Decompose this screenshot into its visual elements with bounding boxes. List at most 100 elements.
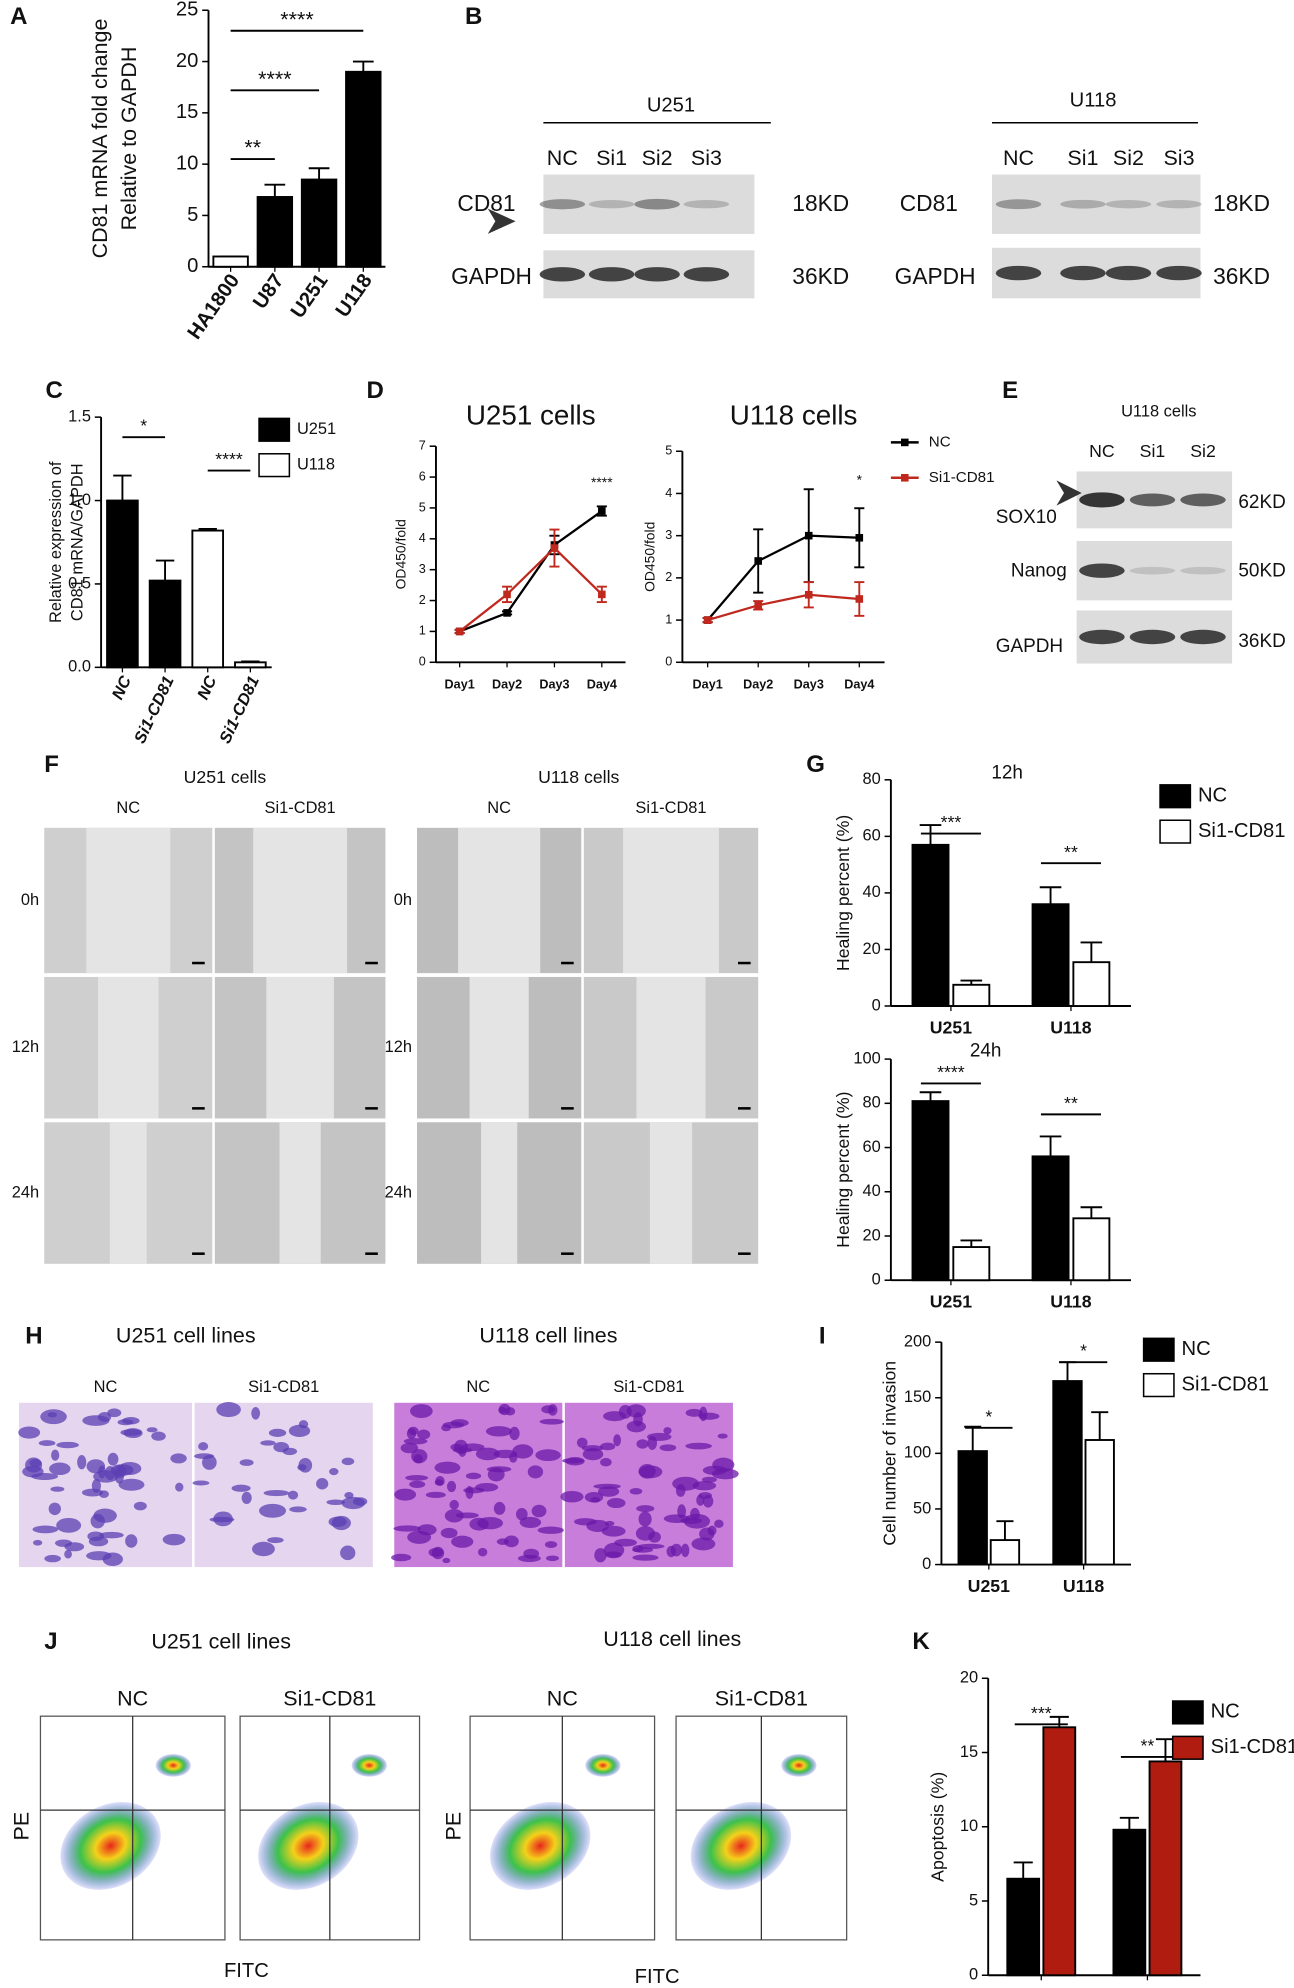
stained-cell	[601, 1525, 626, 1537]
stained-cell	[509, 1426, 520, 1441]
stained-cell	[56, 1517, 82, 1533]
stained-cell	[403, 1438, 428, 1445]
stained-cell	[252, 1541, 275, 1557]
stained-cell	[434, 1461, 461, 1474]
legend-swatch	[1159, 784, 1192, 809]
column-label: Si1-CD81	[265, 799, 336, 817]
stained-cell	[170, 1453, 187, 1464]
stained-cell	[38, 1440, 56, 1447]
stained-cell	[410, 1404, 433, 1418]
significance-label: *	[1080, 1341, 1087, 1361]
legend-swatch	[1171, 1700, 1204, 1725]
stained-cell	[545, 1555, 559, 1562]
y-tick-label: 200	[904, 1332, 931, 1350]
bar	[1031, 903, 1070, 1007]
blot-band	[995, 265, 1042, 281]
stained-cell	[648, 1531, 661, 1543]
stained-cell	[50, 1486, 65, 1492]
legend-label: Si1-CD81	[929, 469, 995, 486]
x-tick-label: U251	[1020, 1987, 1062, 1988]
wound-gap	[649, 1122, 693, 1264]
micrograph	[194, 1402, 373, 1568]
chart-title: 24h	[970, 1040, 1002, 1061]
lane-label: Si1	[1067, 146, 1098, 170]
y-tick-label: 1.0	[68, 491, 91, 509]
lane-label: NC	[547, 146, 578, 170]
stained-cell	[647, 1436, 658, 1450]
data-point	[703, 616, 712, 624]
significance-label: *	[985, 1406, 992, 1426]
y-axis-label: Cell number of invasion	[880, 1361, 900, 1546]
stained-cell	[638, 1463, 656, 1479]
flow-cloud	[155, 1754, 191, 1777]
data-point	[598, 590, 606, 599]
stained-cell	[88, 1536, 109, 1547]
stained-cell	[681, 1543, 690, 1558]
wound-gap	[636, 976, 706, 1119]
bar	[212, 255, 249, 268]
data-point	[804, 531, 813, 540]
blot-band	[634, 267, 680, 282]
stained-cell	[409, 1480, 426, 1489]
stained-cell	[606, 1498, 626, 1509]
stained-cell	[213, 1511, 233, 1527]
lane-label: NC	[1003, 146, 1034, 170]
y-tick-label: 80	[863, 770, 881, 788]
x-tick-label: Day3	[794, 677, 824, 691]
blot-band	[1060, 265, 1106, 281]
y-axis-label: PE	[442, 1812, 466, 1841]
x-tick-label: NC	[109, 672, 136, 702]
y-tick-label: 0.0	[68, 658, 91, 676]
row-label: 24h	[385, 1183, 412, 1201]
size-label: 18KD	[792, 190, 849, 216]
y-tick-label: 4	[419, 531, 426, 545]
stained-cell	[699, 1406, 708, 1422]
stained-cell	[477, 1516, 503, 1530]
stained-cell	[539, 1418, 564, 1425]
blot-band	[995, 199, 1042, 210]
series-line	[459, 510, 603, 633]
panel-letter: F	[44, 751, 59, 778]
blot-band	[1129, 493, 1176, 507]
bar	[1042, 1726, 1077, 1977]
significance-label: ****	[280, 7, 314, 31]
stained-cell	[400, 1442, 419, 1454]
column-label: Si1-CD81	[613, 1378, 684, 1396]
stained-cell	[344, 1491, 354, 1499]
size-label: 36KD	[1213, 263, 1270, 289]
panel-letter: A	[10, 3, 27, 30]
legend-label: NC	[1211, 1701, 1240, 1723]
stained-cell	[537, 1526, 564, 1534]
blot-band	[1129, 629, 1176, 645]
stained-cell	[394, 1488, 417, 1501]
legend-swatch	[1142, 1372, 1175, 1398]
stained-cell	[241, 1491, 252, 1504]
wound-gap	[623, 827, 719, 974]
x-tick-label: HA1800	[184, 270, 245, 343]
flow-cloud	[690, 1801, 792, 1890]
stained-cell	[263, 1489, 290, 1497]
stained-cell	[393, 1525, 422, 1532]
stained-cell	[663, 1427, 672, 1435]
stained-cell	[449, 1499, 459, 1510]
stained-cell	[107, 1452, 119, 1466]
stained-cell	[288, 1424, 311, 1437]
stained-cell	[717, 1433, 728, 1439]
wound-gap	[109, 1122, 147, 1264]
y-axis-label: Relative to GAPDH	[117, 47, 141, 231]
stained-cell	[442, 1557, 451, 1564]
x-tick-label: Day1	[445, 677, 475, 691]
y-axis-label: CD81 mRNA/GAPDH	[69, 463, 87, 621]
plot-title: U251 cell lines	[151, 1630, 291, 1654]
chart-title: U118 cells	[730, 399, 858, 430]
stained-cell	[685, 1442, 712, 1450]
x-tick-label: U118	[1050, 1292, 1091, 1312]
y-tick-label: 0	[419, 655, 426, 669]
bar	[911, 843, 950, 1007]
x-tick-label: NC	[194, 672, 221, 702]
stained-cell	[614, 1538, 637, 1547]
data-point	[855, 533, 864, 542]
column-label: Si1-CD81	[248, 1378, 319, 1396]
data-point	[503, 609, 511, 617]
significance-label: ***	[1031, 1703, 1052, 1723]
